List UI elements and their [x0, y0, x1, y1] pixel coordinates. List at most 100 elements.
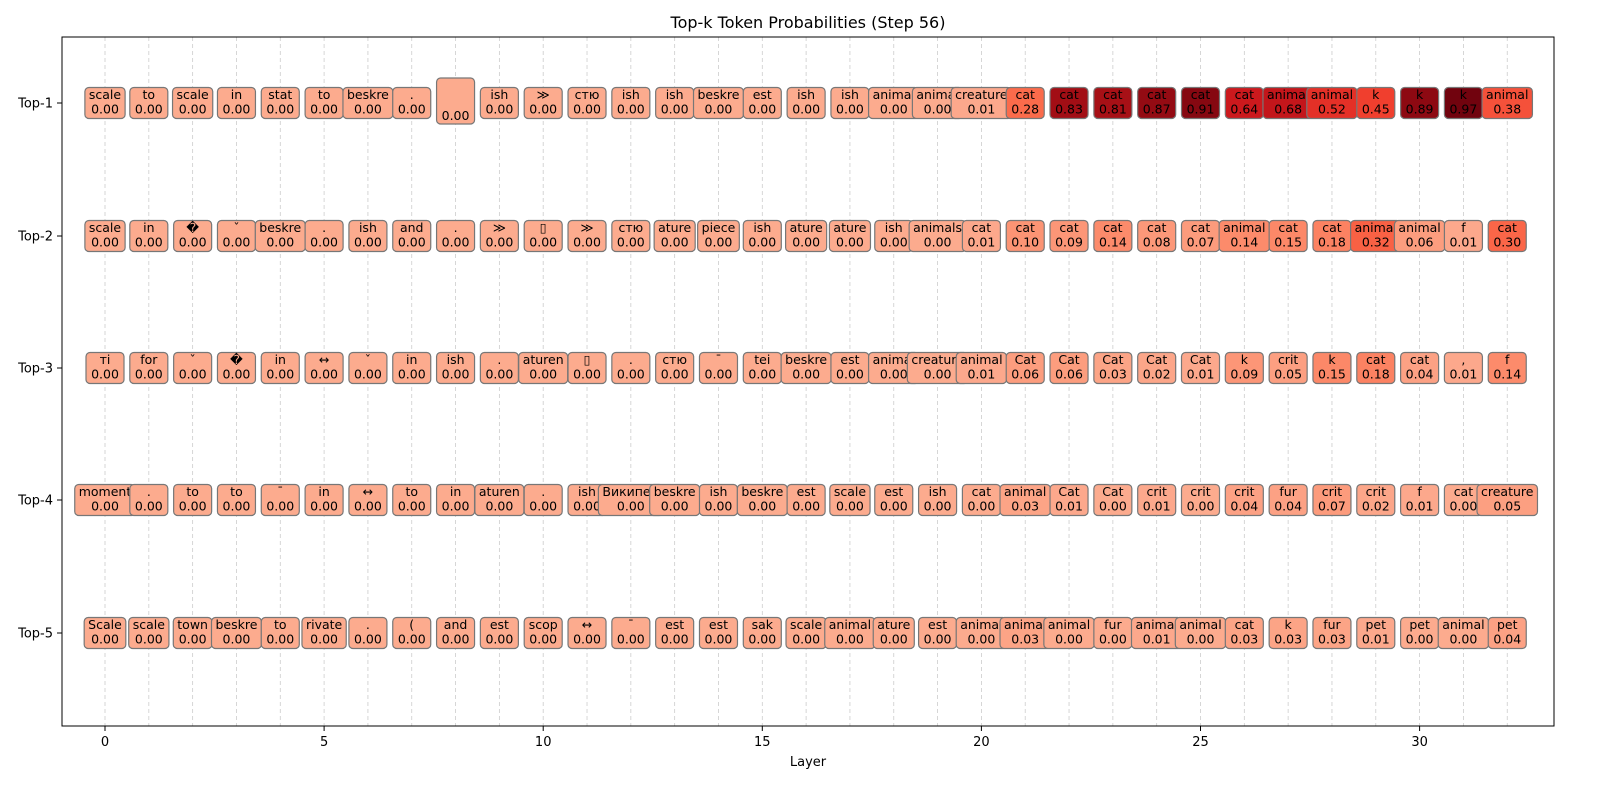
- token-probability: 0.01: [1187, 367, 1215, 382]
- token-label: animal: [1004, 617, 1046, 632]
- token-probability: 0.00: [398, 235, 426, 250]
- token-cell-box: [435, 351, 476, 385]
- token-cell-box: [1005, 351, 1045, 385]
- token-probability: 0.00: [179, 235, 207, 250]
- token-cell: ≫0.00: [523, 86, 563, 120]
- token-label: scale: [834, 484, 867, 499]
- token-probability: 0.00: [1055, 632, 1083, 647]
- token-cell-box: [655, 616, 695, 650]
- token-cell-box: [304, 483, 344, 517]
- token-probability: 0.00: [266, 367, 294, 382]
- token-cell: k0.45: [1356, 86, 1396, 120]
- token-cell-box: [567, 86, 607, 120]
- token-probability: 0.00: [442, 499, 470, 514]
- token-probability: 0.00: [1099, 632, 1127, 647]
- token-label: ish: [753, 220, 771, 235]
- token-cell: ≫0.00: [567, 219, 607, 253]
- token-label: in: [143, 220, 154, 235]
- token-probability: 0.00: [310, 499, 338, 514]
- token-label: est: [753, 87, 772, 102]
- token-probability: 0.03: [1318, 632, 1346, 647]
- token-cell-box: [392, 86, 432, 120]
- token-probability: 0.00: [748, 235, 776, 250]
- token-label: ≫: [537, 87, 550, 102]
- x-tick-label: 5: [320, 735, 328, 750]
- token-label: ature: [833, 220, 866, 235]
- token-probability: 0.15: [1274, 235, 1302, 250]
- token-probability: 0.00: [354, 367, 382, 382]
- token-probability: 0.00: [354, 102, 382, 117]
- token-label: to: [405, 484, 418, 499]
- token-cell: k0.89: [1399, 86, 1440, 120]
- token-label: and: [400, 220, 424, 235]
- token-probability: 0.00: [223, 102, 251, 117]
- token-probability: 0.00: [1449, 499, 1477, 514]
- x-tick-label: 10: [535, 735, 552, 750]
- token-probability: 0.00: [179, 102, 207, 117]
- token-probability: 0.02: [1143, 367, 1171, 382]
- token-label: cat: [972, 220, 992, 235]
- token-label: f: [1461, 220, 1466, 235]
- token-probability: 0.00: [967, 632, 995, 647]
- token-cell: to0.00: [260, 616, 300, 650]
- token-probability: 0.97: [1449, 102, 1477, 117]
- token-probability: 0.00: [792, 235, 820, 250]
- token-cell: to0.00: [392, 483, 432, 517]
- x-tick-label: 30: [1411, 735, 1428, 750]
- token-label: ¯: [628, 617, 634, 632]
- token-label: �: [230, 352, 243, 367]
- token-probability: 0.45: [1362, 102, 1390, 117]
- token-label: est: [928, 617, 947, 632]
- token-label: f: [1505, 352, 1510, 367]
- token-cell-box: [829, 483, 871, 517]
- token-label: beskre: [741, 484, 783, 499]
- token-label: in: [406, 352, 417, 367]
- token-label: ish: [359, 220, 377, 235]
- x-tick-label: 25: [1192, 735, 1209, 750]
- token-label: tei: [754, 352, 770, 367]
- token-label: k: [1285, 617, 1293, 632]
- token-cell-box: [435, 616, 476, 650]
- token-cell-box: [1312, 616, 1352, 650]
- token-cell-box: [1399, 86, 1440, 120]
- token-probability: 0.00: [442, 367, 470, 382]
- cells-layer: scale0.00to0.00scale0.00in0.00stat0.00to…: [74, 77, 1539, 650]
- token-cell-box: [1224, 616, 1264, 650]
- token-probability: 0.00: [354, 499, 382, 514]
- token-probability: 0.00: [836, 102, 864, 117]
- token-label: creature: [1481, 484, 1534, 499]
- token-probability: 0.28: [1011, 102, 1039, 117]
- token-probability: 0.00: [485, 235, 513, 250]
- token-cell-box: [1399, 483, 1440, 517]
- token-cell-box: [1093, 219, 1133, 253]
- token-probability: 0.89: [1406, 102, 1434, 117]
- token-label: ˇ: [365, 352, 371, 367]
- token-cell-box: [1224, 351, 1264, 385]
- x-tick-label: 0: [101, 735, 109, 750]
- token-cell-box: [1005, 219, 1045, 253]
- x-axis: 0 5 10 15 20 25 30: [101, 726, 1428, 750]
- plot-frame: [61, 36, 1555, 727]
- token-probability: 0.00: [135, 499, 163, 514]
- token-label: стю: [618, 220, 643, 235]
- token-probability: 0.06: [1011, 367, 1039, 382]
- token-cell: �0.00: [216, 351, 257, 385]
- token-probability: 0.00: [792, 367, 820, 382]
